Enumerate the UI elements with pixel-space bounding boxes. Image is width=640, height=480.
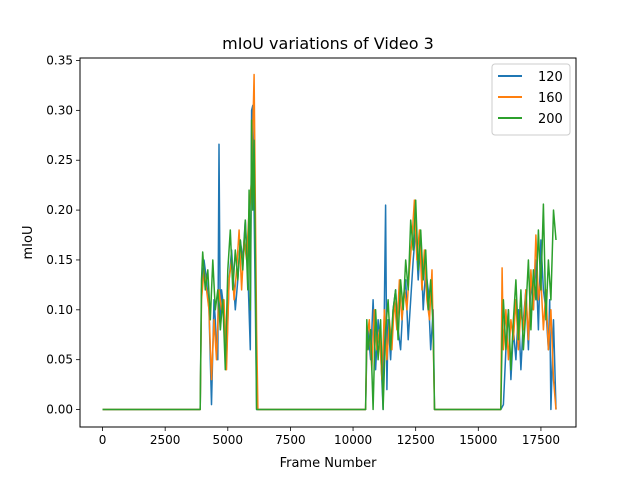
legend-label-200: 200: [538, 112, 563, 127]
chart-title: mIoU variations of Video 3: [222, 34, 434, 53]
y-tick-label: 0.20: [46, 203, 73, 217]
y-tick-label: 0.30: [46, 103, 73, 117]
legend-label-160: 160: [538, 91, 563, 106]
y-axis: 0.00 0.05 0.10 0.15 0.20 0.25 0.30 0.35: [46, 53, 80, 417]
x-axis: 0 2500 5000 7500 10000 12500 15000 17500: [99, 427, 560, 447]
y-tick-label: 0.05: [46, 353, 73, 367]
y-tick-label: 0.15: [46, 253, 73, 267]
x-tick-label: 0: [99, 433, 107, 447]
y-axis-label: mIoU: [21, 226, 36, 260]
x-tick-label: 15000: [459, 433, 497, 447]
legend: 120 160 200: [491, 63, 571, 136]
x-tick-label: 2500: [150, 433, 181, 447]
y-tick-label: 0.25: [46, 153, 73, 167]
series-lines: [102, 73, 557, 411]
series-line-200: [102, 119, 557, 411]
y-tick-label: 0.00: [46, 403, 73, 417]
legend-label-120: 120: [538, 70, 563, 85]
plot-frame: [79, 57, 577, 428]
x-tick-label: 17500: [522, 433, 560, 447]
x-axis-label: Frame Number: [280, 456, 378, 471]
y-tick-label: 0.35: [46, 53, 73, 67]
x-tick-label: 10000: [334, 433, 372, 447]
y-tick-label: 0.10: [46, 303, 73, 317]
x-tick-label: 5000: [213, 433, 244, 447]
x-tick-label: 7500: [275, 433, 306, 447]
x-tick-label: 12500: [397, 433, 435, 447]
